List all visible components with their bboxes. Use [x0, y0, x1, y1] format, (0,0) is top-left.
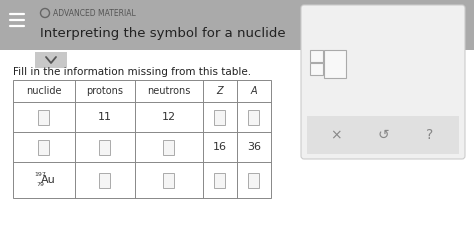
Text: neutrons: neutrons — [147, 86, 191, 96]
Text: Z: Z — [217, 86, 223, 96]
Bar — [310, 63, 323, 75]
Bar — [164, 139, 174, 155]
Bar — [0, 0, 474, 50]
Text: 79: 79 — [36, 182, 44, 186]
Text: Interpreting the symbol for a nuclide: Interpreting the symbol for a nuclide — [40, 27, 286, 39]
Text: 36: 36 — [247, 142, 261, 152]
Text: ?: ? — [427, 128, 434, 142]
Text: A: A — [251, 86, 257, 96]
Bar — [38, 110, 49, 124]
Bar — [215, 110, 226, 124]
Text: 11: 11 — [98, 112, 112, 122]
Text: 12: 12 — [162, 112, 176, 122]
Text: Au: Au — [41, 175, 55, 185]
Text: protons: protons — [86, 86, 124, 96]
Bar — [248, 173, 259, 187]
FancyBboxPatch shape — [301, 5, 465, 159]
Bar — [215, 173, 226, 187]
Bar — [164, 173, 174, 187]
Bar — [310, 50, 323, 62]
Bar — [38, 139, 49, 155]
Bar — [100, 173, 110, 187]
Bar — [35, 52, 67, 68]
Text: 197: 197 — [34, 173, 46, 178]
Text: ×: × — [330, 128, 342, 142]
Bar — [324, 50, 346, 78]
Text: 16: 16 — [213, 142, 227, 152]
Bar — [248, 110, 259, 124]
Bar — [100, 139, 110, 155]
Text: ↺: ↺ — [377, 128, 389, 142]
Bar — [13, 80, 271, 198]
Bar — [307, 116, 459, 154]
Text: nuclide: nuclide — [26, 86, 62, 96]
Text: ADVANCED MATERIAL: ADVANCED MATERIAL — [53, 8, 136, 18]
Text: Fill in the information missing from this table.: Fill in the information missing from thi… — [13, 67, 251, 77]
